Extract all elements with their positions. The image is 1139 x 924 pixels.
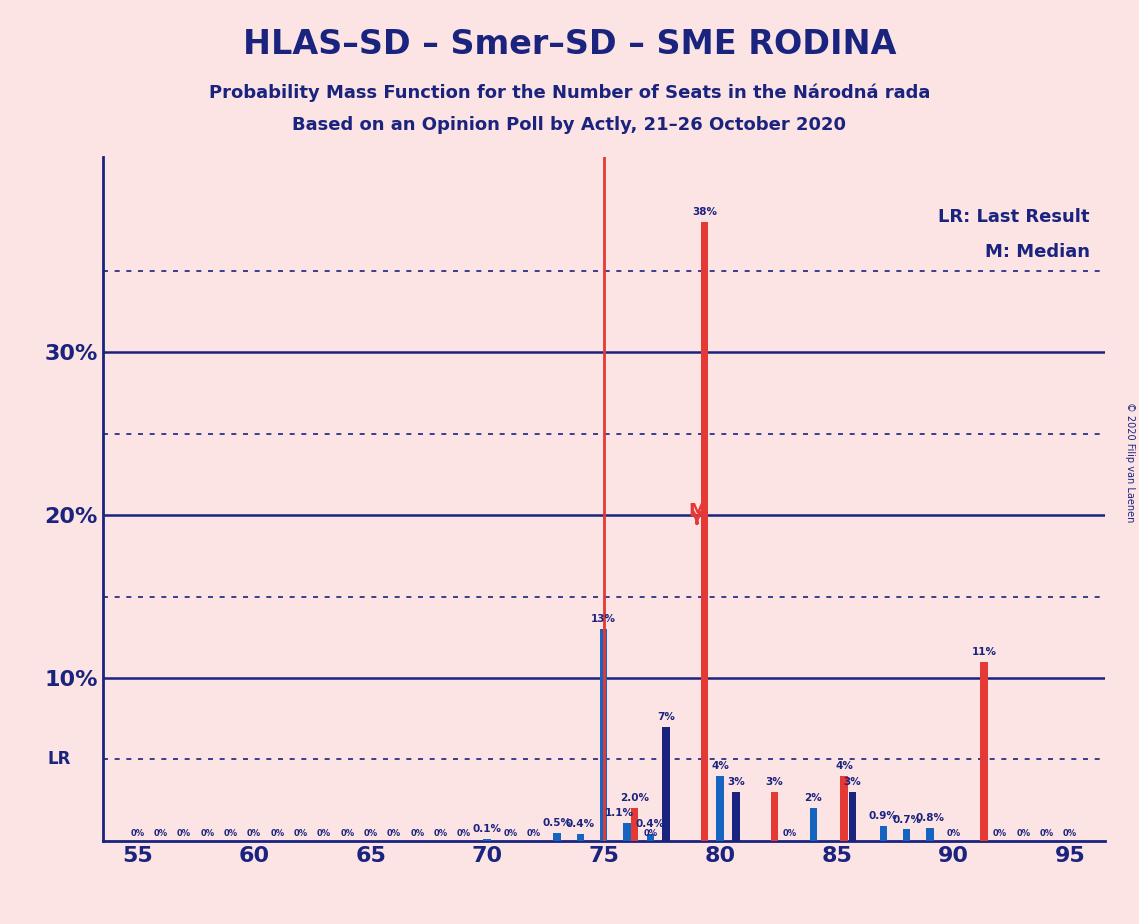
Text: 2%: 2% [804,794,822,803]
Text: 0%: 0% [784,829,797,838]
Text: M: Median: M: Median [985,243,1090,261]
Text: 38%: 38% [691,207,716,217]
Bar [700,222,708,841]
Text: 0%: 0% [457,829,470,838]
Text: 3%: 3% [727,777,745,787]
Text: 2.0%: 2.0% [620,794,649,803]
Text: 0%: 0% [1016,829,1031,838]
Text: 0%: 0% [387,829,401,838]
Text: 0.4%: 0.4% [566,820,595,830]
Bar [732,792,740,841]
Text: 0%: 0% [247,829,261,838]
Text: 0%: 0% [223,829,238,838]
Text: 0%: 0% [130,829,145,838]
Bar [849,792,857,841]
Text: 0%: 0% [993,829,1007,838]
Text: 1.1%: 1.1% [605,808,634,818]
Text: LR: Last Result: LR: Last Result [939,208,1090,226]
Text: 0%: 0% [410,829,424,838]
Bar [903,830,910,841]
Text: 0%: 0% [341,829,354,838]
Bar [771,792,778,841]
Text: 0%: 0% [644,829,657,838]
Text: 0%: 0% [317,829,331,838]
Text: Based on an Opinion Poll by Actly, 21–26 October 2020: Based on an Opinion Poll by Actly, 21–26… [293,116,846,133]
Bar [926,828,934,841]
Text: 0%: 0% [526,829,541,838]
Text: 0%: 0% [270,829,285,838]
Text: 0.9%: 0.9% [869,811,898,821]
Text: 0.1%: 0.1% [473,824,501,834]
Bar [810,808,817,841]
Text: LR: LR [48,750,71,769]
Text: 0%: 0% [177,829,191,838]
Text: 0%: 0% [294,829,308,838]
Bar [554,833,560,841]
Text: 0%: 0% [947,829,960,838]
Text: Probability Mass Function for the Number of Seats in the Národná rada: Probability Mass Function for the Number… [208,83,931,102]
Text: 0%: 0% [1040,829,1054,838]
Text: © 2020 Filip van Laenen: © 2020 Filip van Laenen [1125,402,1134,522]
Text: 0%: 0% [200,829,214,838]
Bar [879,826,887,841]
Bar [600,629,607,841]
Text: 4%: 4% [835,760,853,771]
Bar [576,834,584,841]
Text: 11%: 11% [972,647,997,657]
Text: 3%: 3% [844,777,861,787]
Text: 13%: 13% [591,614,616,625]
Text: 0%: 0% [154,829,167,838]
Text: 0%: 0% [434,829,448,838]
Text: 0.4%: 0.4% [636,820,665,830]
Text: 7%: 7% [657,712,675,722]
Text: M: M [688,502,706,523]
Text: 0.8%: 0.8% [916,813,944,823]
Bar [716,776,724,841]
Bar [663,727,670,841]
Text: 0.7%: 0.7% [892,815,921,824]
Text: 0%: 0% [363,829,378,838]
Text: HLAS–SD – Smer–SD – SME RODINA: HLAS–SD – Smer–SD – SME RODINA [243,28,896,61]
Text: 0.5%: 0.5% [542,818,572,828]
Bar [631,808,638,841]
Bar [841,776,847,841]
Bar [647,834,654,841]
Bar [623,823,631,841]
Bar [981,662,988,841]
Text: 4%: 4% [711,760,729,771]
Text: 0%: 0% [503,829,517,838]
Bar [483,839,491,841]
Text: 0%: 0% [1063,829,1077,838]
Text: 3%: 3% [765,777,784,787]
